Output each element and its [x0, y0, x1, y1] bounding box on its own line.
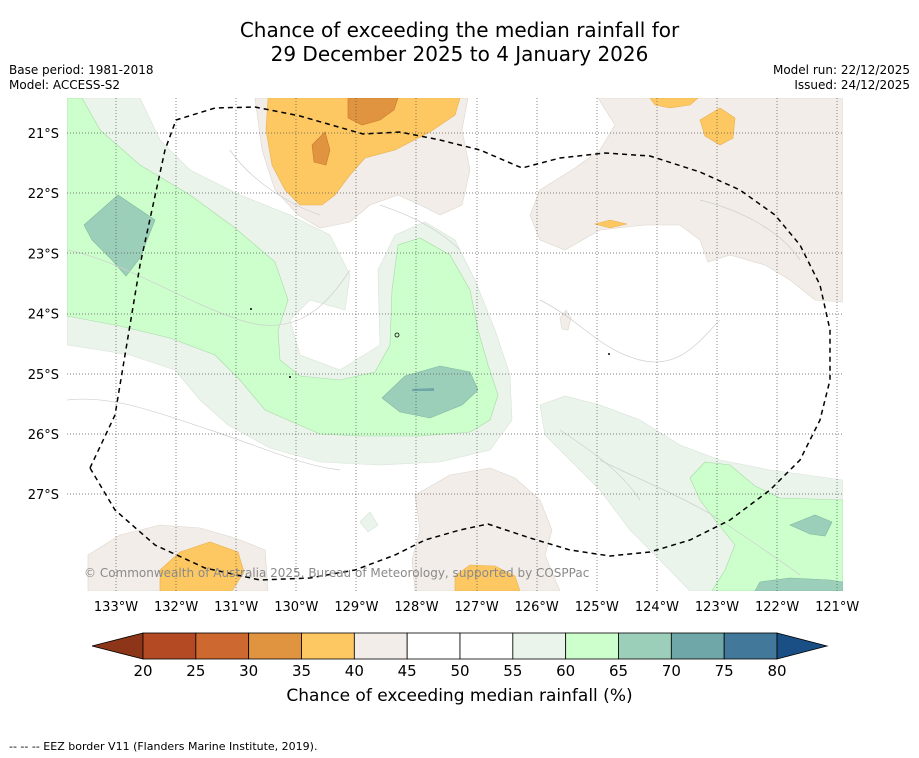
colorbar-tick: 50 — [450, 662, 469, 680]
island-marker-2 — [289, 376, 291, 378]
lon-label: 122°W — [755, 600, 799, 615]
band-35-40-s — [454, 564, 521, 591]
colorbar-tick: 20 — [133, 662, 152, 680]
band-30-35-b — [311, 131, 331, 166]
lat-label: 25°S — [28, 368, 59, 383]
band-65-70-center — [381, 365, 479, 419]
lat-label: 24°S — [28, 308, 59, 323]
colorbar-tick: 65 — [609, 662, 628, 680]
lon-label: 121°W — [815, 600, 859, 615]
map-copyright: © Commonwealth of Australia 2025, Bureau… — [84, 566, 589, 580]
colorbar-tick: 30 — [239, 662, 258, 680]
colorbar-tick: 55 — [503, 662, 522, 680]
lon-label: 131°W — [214, 600, 258, 615]
band-70-75-center — [412, 388, 434, 391]
map-area: © Commonwealth of Australia 2025, Bureau… — [67, 98, 843, 591]
title-line-1: Chance of exceeding the median rainfall … — [239, 18, 680, 42]
colorbar-segment — [618, 632, 672, 660]
lat-label: 26°S — [28, 428, 59, 443]
issued-date: Issued: 24/12/2025 — [794, 78, 910, 92]
model-run: Model run: 22/12/2025 — [772, 63, 910, 77]
colorbar-segment — [512, 632, 567, 660]
meta-right: Model run: 22/12/2025 Issued: 24/12/2025 — [773, 63, 910, 93]
band-60-65 — [67, 98, 499, 437]
meta-left: Base period: 1981-2018 Model: ACCESS-S2 — [9, 63, 154, 93]
band-40-45-islet — [559, 309, 572, 331]
band-55-60-sw — [359, 511, 379, 533]
colorbar-segment — [406, 632, 461, 660]
colorbar-segment — [459, 632, 514, 660]
band-35-40-north — [265, 98, 461, 206]
colorbar-segment — [565, 632, 619, 660]
colorbar-tick: 25 — [186, 662, 205, 680]
colorbar-tick: 75 — [715, 662, 734, 680]
colorbar-segment — [142, 632, 197, 660]
lon-label: 124°W — [635, 600, 679, 615]
base-period: Base period: 1981-2018 — [9, 63, 154, 77]
colorbar-over-arrow — [776, 632, 829, 660]
band-40-45-northeast — [529, 98, 843, 303]
lon-label: 127°W — [455, 600, 499, 615]
band-35-40-ne1 — [649, 98, 699, 109]
colorbar-segment — [723, 632, 778, 660]
latitude-labels: 21°S 22°S 23°S 24°S 25°S 26°S 27°S — [28, 127, 59, 503]
lon-label: 129°W — [334, 600, 378, 615]
colorbar-segment — [670, 632, 725, 660]
lon-label: 132°W — [154, 600, 198, 615]
colorbar-tick: 40 — [345, 662, 364, 680]
band-40-45-south — [411, 467, 561, 591]
lon-label: 130°W — [274, 600, 318, 615]
colorbar-tick: 35 — [292, 662, 311, 680]
band-65-70-west — [83, 194, 156, 277]
band-30-35-a — [347, 98, 399, 126]
colorbar-segment — [195, 632, 250, 660]
colorbar-tick: 80 — [767, 662, 786, 680]
colorbar — [91, 632, 829, 660]
colorbar-segment — [248, 632, 302, 660]
colorbar-under-arrow — [91, 632, 144, 660]
colorbar-tick-labels: 20 25 30 35 40 45 50 55 60 65 70 75 80 — [133, 662, 786, 680]
lon-label: 125°W — [575, 600, 619, 615]
model-name: Model: ACCESS-S2 — [9, 78, 121, 92]
lon-label: 126°W — [515, 600, 559, 615]
colorbar-tick: 70 — [662, 662, 681, 680]
contour-lines — [67, 149, 801, 576]
lat-label: 22°S — [28, 187, 59, 202]
lat-label: 23°S — [28, 247, 59, 262]
island-marker-4 — [608, 353, 610, 355]
lon-label: 123°W — [695, 600, 739, 615]
map-grid — [67, 98, 843, 591]
colorbar-label: Chance of exceeding median rainfall (%) — [286, 686, 633, 706]
lon-label: 133°W — [94, 600, 138, 615]
longitude-labels: 133°W 132°W 131°W 130°W 129°W 128°W 127°W 126°W… — [94, 600, 860, 615]
colorbar-segment — [301, 632, 355, 660]
lon-label: 128°W — [394, 600, 438, 615]
band-35-40-mid — [593, 219, 628, 229]
band-60-65-east — [689, 461, 843, 591]
colorbar-tick: 45 — [398, 662, 417, 680]
lat-label: 21°S — [28, 127, 59, 142]
map-title: Chance of exceeding the median rainfall … — [0, 18, 919, 66]
eez-border — [89, 106, 831, 581]
lat-label: 27°S — [28, 488, 59, 503]
colorbar-tick: 60 — [556, 662, 575, 680]
island-marker-3 — [394, 332, 400, 338]
eez-footnote: -- -- -- EEZ border V11 (Flanders Marine… — [9, 740, 318, 753]
island-marker-1 — [250, 308, 252, 310]
title-line-2: 29 December 2025 to 4 January 2026 — [270, 42, 649, 66]
colorbar-segment — [353, 632, 408, 660]
band-35-40-ne2 — [699, 107, 736, 146]
band-65-70-east — [789, 514, 833, 537]
